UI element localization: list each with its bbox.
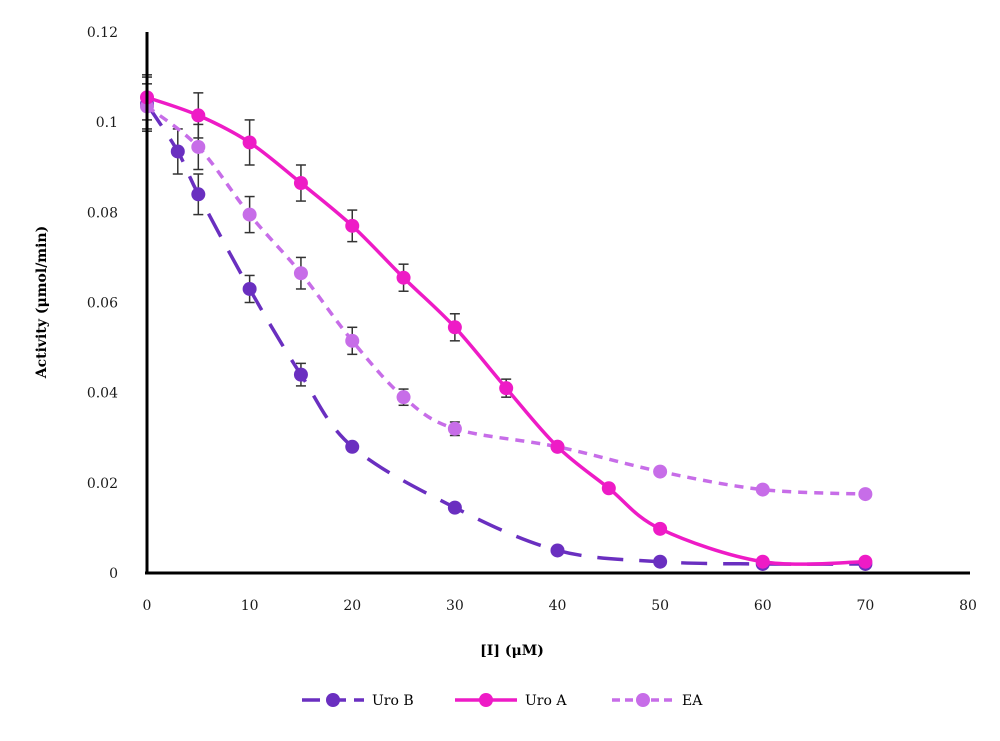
data-point [293,176,308,191]
series-uro-a [140,74,873,569]
x-tick-label: 80 [959,598,977,614]
data-point [550,439,565,454]
data-point [755,482,770,497]
series-layer [140,74,873,571]
legend-label: Uro B [372,693,414,709]
x-tick-label: 0 [143,598,152,614]
x-tick-label: 10 [241,598,259,614]
data-point [242,135,257,150]
series-line [145,103,866,566]
y-tick-label: 0.08 [87,205,118,221]
data-point [293,266,308,281]
data-point [653,521,668,536]
x-tick-label: 30 [446,598,464,614]
legend-item: Uro A [455,693,567,709]
data-point [242,207,257,222]
y-tick-label: 0 [109,566,118,582]
legend-swatch-marker [326,693,340,707]
legend-swatch-marker [479,693,493,707]
data-point [293,367,308,382]
legend-label: Uro A [525,693,567,709]
data-point [170,144,185,159]
x-tick-label: 60 [754,598,772,614]
data-point [447,500,462,515]
data-point [755,554,770,569]
legend-item: Uro B [302,693,414,709]
legend-swatch-marker [636,693,650,707]
data-point [858,554,873,569]
x-tick-label: 50 [651,598,669,614]
legend: Uro B Uro A EA [302,693,703,709]
y-tick-label: 0.12 [87,25,118,41]
y-axis-title: Activity (μmol/min) [34,226,50,380]
series-line [145,105,866,496]
series-line [146,95,866,566]
y-tick-labels: 0 0.02 0.04 0.06 0.08 0.1 0.12 [87,25,118,582]
data-point [447,320,462,335]
x-tick-labels: 0 10 20 30 40 50 60 70 80 [143,598,977,614]
data-point [191,108,206,123]
legend-item: EA [612,693,703,709]
data-point [396,270,411,285]
y-tick-label: 0.1 [96,115,118,131]
x-axis-title: [I] (μM) [480,643,544,659]
data-point [345,218,360,233]
data-point [653,464,668,479]
y-tick-label: 0.06 [87,296,118,312]
x-tick-label: 20 [343,598,361,614]
data-point [601,481,616,496]
data-point [653,554,668,569]
data-point [191,139,206,154]
data-point [345,333,360,348]
x-tick-label: 70 [856,598,874,614]
x-tick-label: 40 [549,598,567,614]
y-tick-label: 0.04 [87,386,118,402]
data-point [191,187,206,202]
data-point [550,543,565,558]
legend-label: EA [682,693,703,709]
data-point [242,281,257,296]
data-point [396,390,411,405]
data-point [858,487,873,502]
data-point [447,421,462,436]
data-point [345,439,360,454]
data-point [499,381,514,396]
y-tick-label: 0.02 [87,476,118,492]
axes [145,32,970,575]
